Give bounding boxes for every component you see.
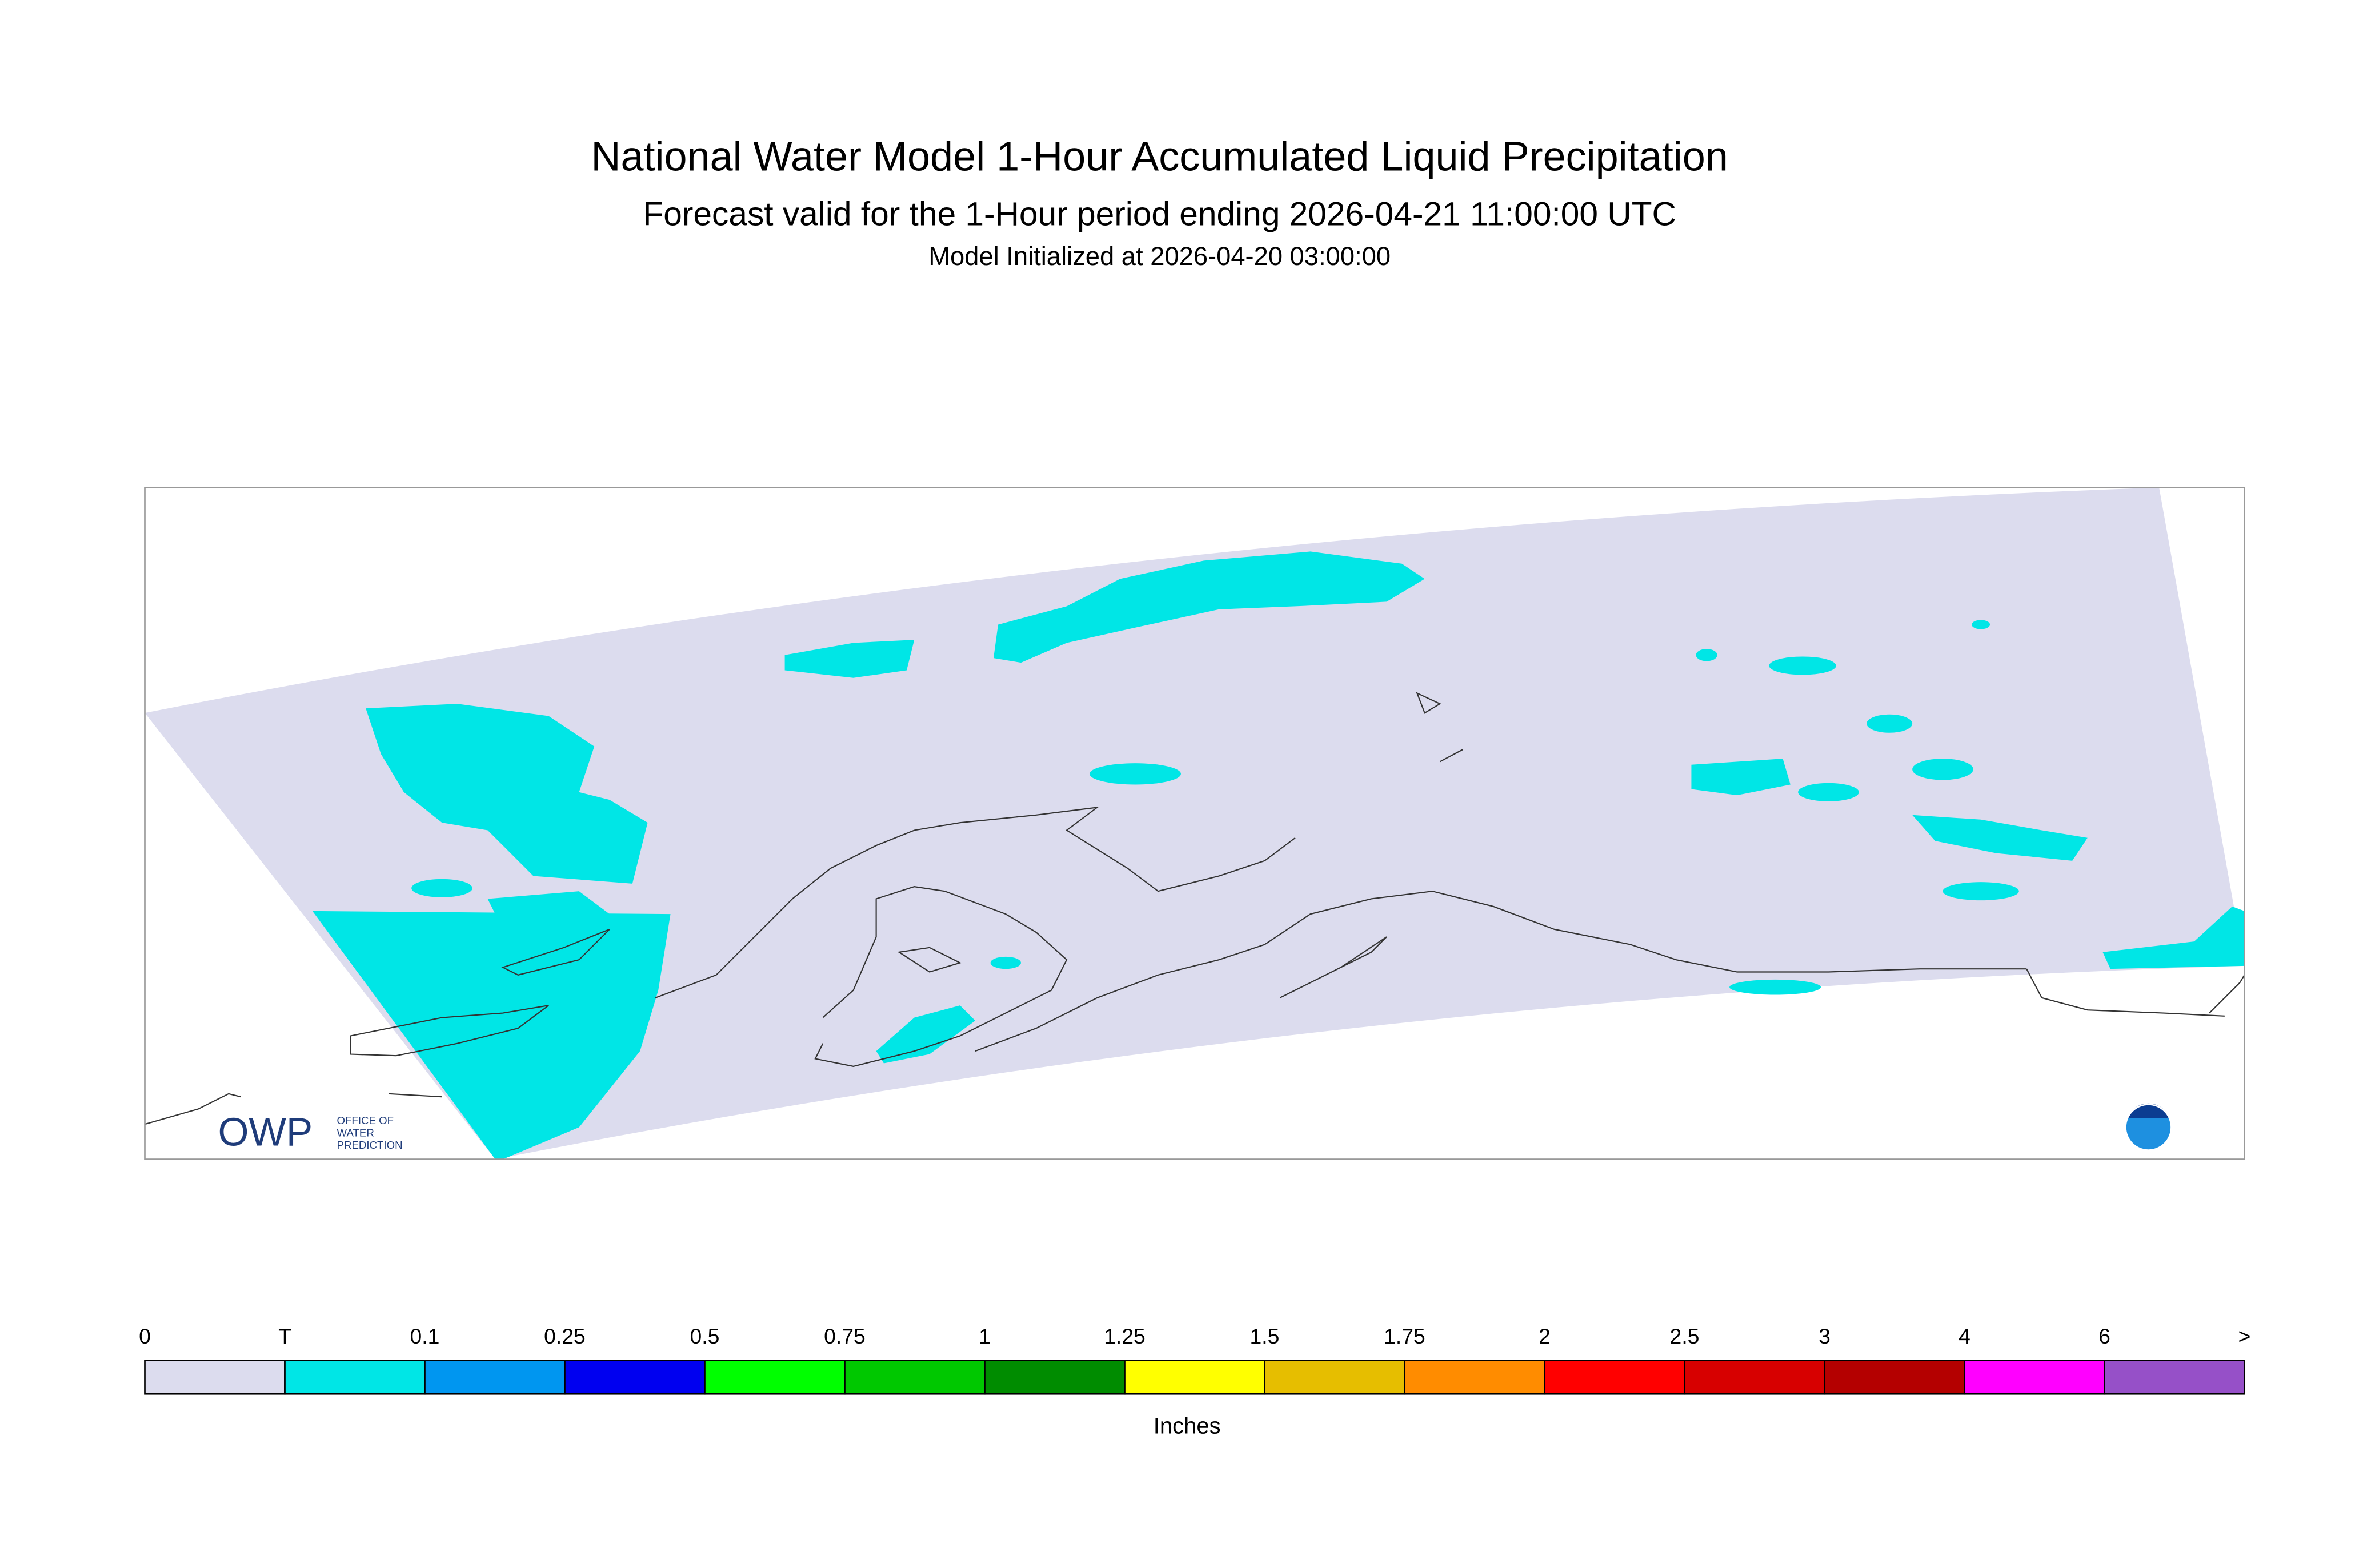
legend-swatch (844, 1360, 986, 1395)
subtitle: Forecast valid for the 1-Hour period end… (643, 196, 1676, 233)
legend-swatch (704, 1360, 846, 1395)
legend-label: 0 (139, 1324, 151, 1348)
init-time: Model Initialized at 2026-04-20 03:00:00 (928, 242, 1391, 271)
legend-label: 1.75 (1384, 1324, 1425, 1348)
map: OWP OFFICE OF WATER PREDICTION (144, 487, 2245, 1160)
legend-label: 2 (1539, 1324, 1551, 1348)
legend-swatch (2104, 1360, 2245, 1395)
legend-label: 4 (1959, 1324, 1971, 1348)
legend-label: 1.25 (1104, 1324, 1146, 1348)
legend: 0 T 0.1 0.25 0.5 0.75 1 1.25 1.5 1.75 2 2.5 3 4 6 > Inch… (139, 1324, 2250, 1438)
legend-label: 1.5 (1250, 1324, 1280, 1348)
legend-swatch (424, 1360, 566, 1395)
model-domain (145, 487, 2245, 1160)
legend-label: 2.5 (1670, 1324, 1700, 1348)
legend-swatch (1824, 1360, 1965, 1395)
legend-label: 6 (2098, 1324, 2110, 1348)
owp-logo: OWP OFFICE OF WATER PREDICTION (218, 1110, 403, 1154)
legend-swatch (984, 1360, 1126, 1395)
legend-swatch (1684, 1360, 1825, 1395)
legend-label: 0.25 (544, 1324, 586, 1348)
legend-unit: Inches (1154, 1414, 1221, 1439)
legend-swatch (1404, 1360, 1545, 1395)
precip-areas (312, 551, 2245, 1160)
logo-name: OWP (218, 1110, 313, 1154)
legend-swatch (1544, 1360, 1685, 1395)
logo-text: OFFICE OF (337, 1114, 394, 1126)
legend-swatch (1124, 1360, 1265, 1395)
map-frame (144, 487, 2245, 1160)
legend-label: 0.75 (824, 1324, 866, 1348)
legend-label: > (2238, 1324, 2251, 1348)
logo-text: WATER (337, 1127, 374, 1139)
legend-swatch (284, 1360, 426, 1395)
legend-label: 1 (979, 1324, 991, 1348)
legend-label: T (278, 1324, 291, 1348)
legend-label: 0.1 (410, 1324, 440, 1348)
title: National Water Model 1-Hour Accumulated … (591, 134, 1728, 180)
coastlines (145, 692, 2245, 1125)
legend-swatch (1964, 1360, 2105, 1395)
legend-swatch (564, 1360, 706, 1395)
legend-label: 0.5 (690, 1324, 720, 1348)
noaa-logo (2125, 1103, 2172, 1151)
legend-swatch (144, 1360, 286, 1395)
legend-label: 3 (1819, 1324, 1831, 1348)
logo-text: PREDICTION (337, 1139, 403, 1151)
legend-swatch (1264, 1360, 1405, 1395)
